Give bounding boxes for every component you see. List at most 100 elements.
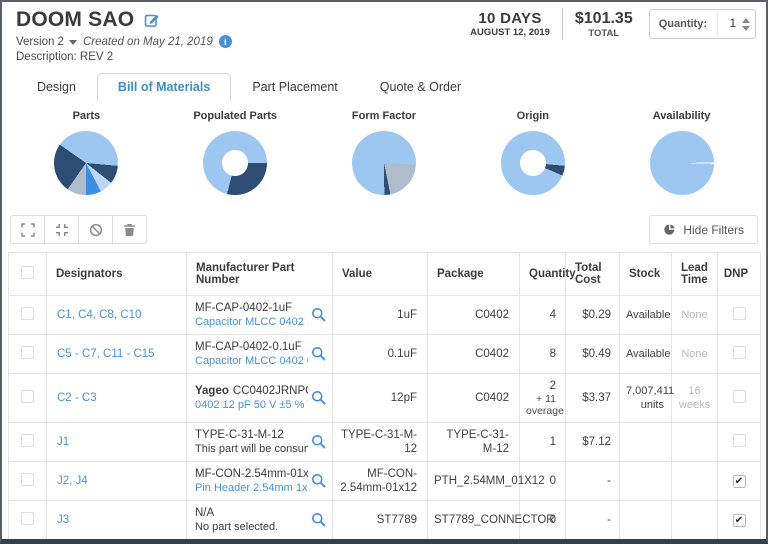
tab-bill-of-materials[interactable]: Bill of Materials xyxy=(96,73,232,102)
row-checkbox[interactable] xyxy=(21,389,34,403)
package-cell: TYPE-C-31-M-12 xyxy=(427,422,520,462)
search-icon[interactable] xyxy=(311,307,326,322)
search-icon[interactable] xyxy=(311,512,326,527)
quantity-input[interactable]: 1 xyxy=(717,12,739,36)
mpn-number: YageoCC0402JRNPO9BN120 xyxy=(195,385,308,397)
pie-chart-form-factor[interactable] xyxy=(351,131,416,195)
designators-link[interactable]: C2 - C3 xyxy=(57,392,97,404)
col-stock: Stock xyxy=(619,252,672,296)
stock-cell: 7,007,411 units xyxy=(619,373,674,423)
col-mpn: Manufacturer Part Number xyxy=(186,252,333,296)
pie-chart-origin[interactable] xyxy=(500,131,565,195)
lead-time-block: 10 DAYS AUGUST 12, 2019 xyxy=(470,10,550,38)
value-cell: 12pF xyxy=(332,373,428,423)
delete-button[interactable] xyxy=(112,215,147,244)
value-cell: 0.1uF xyxy=(332,334,428,374)
stock-cell xyxy=(619,500,672,539)
quantity-cell: 4 xyxy=(519,295,566,335)
search-icon[interactable] xyxy=(311,390,326,405)
mpn-description-link[interactable]: 0402 12 pF 50 V ±5 % Tolerance N xyxy=(195,399,308,411)
pie-title: Populated Parts xyxy=(193,110,278,122)
search-icon[interactable] xyxy=(311,346,326,361)
designators-link[interactable]: C1, C4, C8, C10 xyxy=(57,309,142,321)
lead-days: 10 DAYS xyxy=(478,10,542,27)
designators-link[interactable]: J1 xyxy=(57,436,70,448)
hide-filters-button[interactable]: Hide Filters xyxy=(649,215,758,244)
package-cell: C0402 xyxy=(427,295,520,335)
pie-chart-availability[interactable] xyxy=(649,131,714,195)
col-dnp: DNP xyxy=(717,252,761,296)
pie-chart-populated-parts[interactable] xyxy=(203,131,268,195)
stock-cell xyxy=(619,461,672,501)
col-value: Value xyxy=(332,252,428,296)
trash-icon xyxy=(124,223,135,236)
total-value: $101.35 xyxy=(574,9,633,27)
col-package: Package xyxy=(427,252,520,296)
total-cost-cell: $0.49 xyxy=(565,334,620,374)
row-checkbox[interactable] xyxy=(21,306,34,320)
dnp-checkbox[interactable] xyxy=(732,345,746,359)
row-checkbox[interactable] xyxy=(21,433,34,447)
collapse-icon xyxy=(55,223,68,236)
lead-time-cell: 8 weeks xyxy=(672,540,718,544)
pie-chart-parts[interactable] xyxy=(54,131,119,195)
dnp-checkbox[interactable] xyxy=(732,306,746,320)
created-date: Created on May 21, 2019 xyxy=(82,35,213,48)
dnp-checkbox[interactable] xyxy=(732,475,746,489)
row-checkbox[interactable] xyxy=(21,511,34,525)
mpn-description-link[interactable]: Pin Header 2.54mm 1x12 Unshrou xyxy=(195,482,308,494)
edit-icon[interactable] xyxy=(144,12,160,28)
expand-button[interactable] xyxy=(10,215,45,244)
search-icon[interactable] xyxy=(311,473,326,488)
designators-link[interactable]: J3 xyxy=(57,514,70,526)
table-row: C2 - C3 YageoCC0402JRNPO9BN120 0402 12 p… xyxy=(8,373,761,423)
mpn-number: TYPE-C-31-M-12 xyxy=(195,429,284,441)
stock-cell: Available xyxy=(619,295,672,335)
pie-title: Form Factor xyxy=(351,110,417,122)
mpn-number: MF-CON-2.54mm-01x12 xyxy=(195,468,308,480)
col-designators: Designators xyxy=(46,252,187,296)
collapse-button[interactable] xyxy=(44,215,79,244)
info-icon[interactable]: i xyxy=(218,35,232,48)
mpn-number: MF-CAP-0402-0.1uF xyxy=(195,341,302,353)
version-dropdown[interactable]: Version 2 xyxy=(16,36,77,48)
total-cost-cell: $0.29 xyxy=(565,295,620,335)
total-label: TOTAL xyxy=(588,27,620,39)
total-block: $101.35 TOTAL xyxy=(575,10,633,39)
ban-icon xyxy=(89,223,102,236)
mpn-description-link[interactable]: Capacitor MLCC 0402 0.1uF 10% 1 xyxy=(195,355,308,367)
search-icon[interactable] xyxy=(311,434,326,449)
quantity-stepper[interactable] xyxy=(742,17,750,31)
quantity-label: Quantity: xyxy=(658,18,707,30)
hide-filters-label: Hide Filters xyxy=(683,222,744,237)
select-all-checkbox[interactable] xyxy=(21,266,34,279)
tab-quote-order[interactable]: Quote & Order xyxy=(379,80,462,94)
exclude-button[interactable] xyxy=(78,215,113,244)
table-row: C1, C4, C8, C10 MF-CAP-0402-1uF Capacito… xyxy=(8,295,761,335)
pie-title: Origin xyxy=(516,110,549,122)
designators-link[interactable]: J2, J4 xyxy=(57,475,88,487)
quantity-cell: 8 xyxy=(519,334,566,374)
mpn-description-link[interactable]: Capacitor MLCC 0402 1uF 10% 16 xyxy=(195,316,308,328)
mpn-description-link[interactable]: This part will be consumed from y xyxy=(195,443,308,455)
row-checkbox[interactable] xyxy=(21,345,34,359)
tab-design[interactable]: Design xyxy=(37,80,76,94)
mpn-number: N/A xyxy=(195,507,215,519)
tab-part-placement[interactable]: Part Placement xyxy=(252,80,338,94)
designators-link[interactable]: C5 - C7, C11 - C15 xyxy=(57,348,155,360)
divider xyxy=(561,8,563,40)
table-row: L1 - L2 LairdMI0603K300R-10 Chip Ferrite… xyxy=(9,540,761,544)
dnp-checkbox[interactable] xyxy=(732,389,746,403)
pie-block-form-factor: Form Factor xyxy=(310,110,459,195)
dnp-checkbox[interactable] xyxy=(732,514,746,528)
value-cell: 1uF xyxy=(332,295,428,335)
mpn-number: MF-CAP-0402-1uF xyxy=(195,302,293,314)
row-checkbox[interactable] xyxy=(21,472,34,486)
version-label: Version 2 xyxy=(16,35,64,48)
dnp-checkbox[interactable] xyxy=(732,433,746,447)
stepper-down-icon[interactable] xyxy=(742,25,750,31)
stepper-up-icon[interactable] xyxy=(742,17,750,23)
mpn-description-link[interactable]: No part selected. xyxy=(195,521,279,533)
table-header-row: Designators Manufacturer Part Number Val… xyxy=(8,252,761,296)
